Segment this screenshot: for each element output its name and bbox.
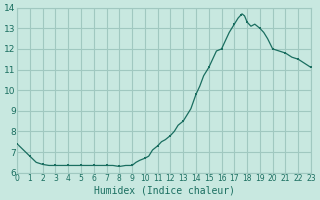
X-axis label: Humidex (Indice chaleur): Humidex (Indice chaleur) [93,186,235,196]
